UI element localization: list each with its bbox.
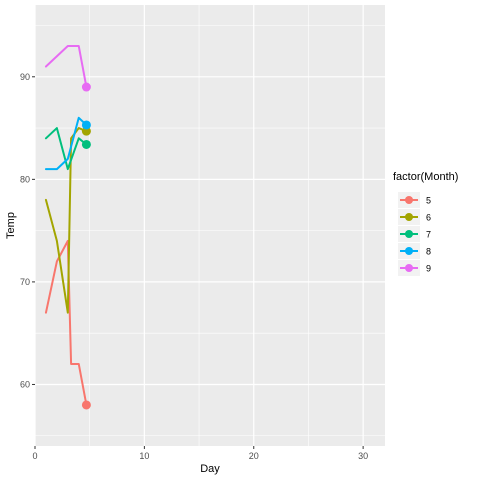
grid-lines [34, 5, 385, 446]
series-point-6 [81, 126, 91, 136]
data-series-layer [44, 45, 91, 410]
y-axis-title: Temp [5, 212, 17, 239]
series-line-7 [44, 127, 88, 171]
legend-label: 5 [426, 196, 431, 206]
y-tick-label: 90 [20, 72, 30, 82]
legend-title: factor(Month) [393, 171, 458, 183]
series-line-9 [44, 45, 88, 89]
x-tick-label: 30 [358, 451, 368, 461]
y-tick-label: 70 [20, 277, 30, 287]
series-line-5 [44, 239, 88, 406]
legend-key-point [405, 196, 413, 204]
legend-key-point [405, 213, 413, 221]
legend-key-point [405, 247, 413, 255]
legend-label: 9 [426, 264, 431, 274]
legend-item-8: 8 [398, 243, 431, 259]
series-point-9 [81, 82, 91, 92]
legend-item-7: 7 [398, 226, 431, 242]
legend-key-point [405, 264, 413, 272]
series-line-8 [44, 116, 88, 171]
series-point-8 [81, 120, 91, 130]
y-tick-label: 80 [20, 174, 30, 184]
series-point-5 [81, 400, 91, 410]
x-axis-title: Day [200, 463, 220, 475]
series-point-7 [81, 139, 91, 149]
legend-label: 8 [426, 247, 431, 257]
plot-panel [35, 5, 385, 446]
legend-key-point [405, 230, 413, 238]
y-tick-label: 60 [20, 379, 30, 389]
legend: factor(Month) 5 6 7 8 9 [393, 171, 458, 276]
x-tick-label: 10 [139, 451, 149, 461]
legend-label: 6 [426, 213, 431, 223]
legend-label: 7 [426, 230, 431, 240]
axis-layer: 0 10 20 30 60 70 80 90 Day Temp [5, 72, 368, 475]
legend-item-9: 9 [398, 260, 431, 276]
legend-item-6: 6 [398, 209, 431, 225]
legend-item-5: 5 [398, 192, 431, 208]
x-tick-label: 20 [249, 451, 259, 461]
x-tick-label: 0 [32, 451, 37, 461]
series-line-6 [44, 127, 88, 314]
